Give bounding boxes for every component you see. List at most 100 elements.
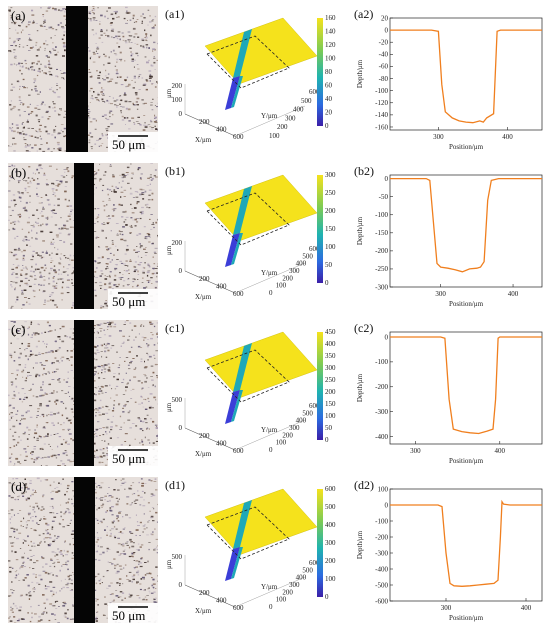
colorbar-tick-label: 80 — [325, 68, 333, 76]
colorbar-tick-label: 500 — [325, 503, 336, 511]
y-tick-label: 300 — [289, 424, 300, 432]
depth-profile-line — [390, 30, 542, 123]
colorbar-tick-label: 100 — [325, 55, 336, 63]
scale-bar-label: 50 μm — [112, 137, 145, 152]
colorbar-tick-label: 0 — [325, 593, 329, 601]
y-tick-label: 0 — [385, 26, 389, 34]
z-tick-label: 500 — [172, 553, 183, 561]
surface-plane — [205, 18, 317, 84]
y-tick-label: 100 — [276, 596, 287, 604]
colorbar — [317, 332, 323, 440]
y-tick-label: -80 — [379, 75, 389, 83]
panel-label: (d) — [11, 479, 26, 494]
z-axis-label: μm — [165, 402, 173, 412]
x-tick-label: 300 — [410, 447, 421, 455]
x-tick-label: 600 — [233, 447, 244, 455]
y-tick-label: -300 — [375, 283, 388, 291]
y-tick-label: 100 — [276, 282, 287, 290]
x-axis-label: X/μm — [195, 293, 212, 301]
x-tick-label: 400 — [216, 597, 227, 605]
z-tick-label: 200 — [172, 239, 183, 247]
y-tick-label: 500 — [302, 409, 313, 417]
colorbar — [317, 489, 323, 597]
colorbar-tick-label: 140 — [325, 28, 336, 36]
y-tick-label: 200 — [282, 431, 293, 439]
x-tick-label: 400 — [216, 440, 227, 448]
colorbar-tick-label: 200 — [325, 388, 336, 396]
surface-plane — [205, 489, 317, 555]
x-tick-label: 200 — [199, 589, 210, 597]
z-tick-label: 0 — [179, 110, 183, 118]
micrograph-panel: 50 μm(d) — [8, 477, 158, 628]
micrograph-panel: 50 μm(a) — [8, 6, 158, 157]
y-axis-label: Depth/μm — [356, 530, 364, 559]
x-tick-label: 200 — [199, 275, 210, 283]
colorbar-tick-label: 20 — [325, 109, 333, 117]
plot-frame — [390, 18, 542, 130]
x-axis-label: Position/μm — [449, 457, 484, 465]
z-tick-label: 0 — [179, 581, 183, 589]
colorbar-tick-label: 400 — [325, 340, 336, 348]
y-tick-label: -400 — [375, 433, 388, 441]
panel-label: (c2) — [354, 321, 373, 335]
z-axis-label: μm — [165, 88, 173, 98]
y-tick-label: 400 — [296, 574, 307, 582]
z-tick-label: 0 — [179, 267, 183, 275]
colorbar-tick-label: 200 — [325, 557, 336, 565]
y-axis-label: Y/μm — [261, 583, 278, 591]
scale-bar-label: 50 μm — [112, 294, 145, 309]
x-tick-label: 200 — [199, 118, 210, 126]
y-tick-label: -60 — [379, 63, 389, 71]
x-tick-label: 300 — [433, 133, 444, 141]
y-tick-label: -100 — [375, 211, 388, 219]
y-tick-label: -600 — [375, 597, 388, 605]
y-tick-label: -500 — [375, 581, 388, 589]
panel-label: (a2) — [354, 7, 373, 21]
y-axis-label: Y/μm — [261, 426, 278, 434]
x-tick-label: 600 — [233, 290, 244, 298]
colorbar-tick-label: 250 — [325, 189, 336, 197]
micrograph-image: 50 μm(d) — [8, 477, 158, 623]
x-tick-label: 400 — [216, 126, 227, 134]
colorbar-tick-label: 400 — [325, 521, 336, 529]
y-tick-label: 0 — [269, 289, 273, 297]
x-axis-label: X/μm — [195, 607, 212, 615]
x-tick-label: 200 — [199, 432, 210, 440]
plot-frame — [390, 489, 542, 601]
y-tick-label: 0 — [385, 333, 389, 341]
y-tick-label: -400 — [375, 565, 388, 573]
y-tick-label: 400 — [293, 106, 304, 114]
x-axis-label: Position/μm — [449, 300, 484, 308]
y-axis-label: Depth/μm — [356, 59, 364, 88]
x-tick-label: 400 — [216, 283, 227, 291]
colorbar-tick-label: 150 — [325, 225, 336, 233]
y-tick-label: 200 — [277, 123, 288, 131]
y-tick-label: 500 — [301, 97, 312, 105]
y-tick-label: 300 — [289, 581, 300, 589]
colorbar-tick-label: 0 — [325, 436, 329, 444]
y-tick-label: -200 — [375, 533, 388, 541]
panel-label: (b) — [11, 165, 26, 180]
groove-slot — [74, 320, 94, 466]
colorbar-tick-label: 250 — [325, 376, 336, 384]
y-tick-label: 0 — [385, 501, 389, 509]
y-tick-label: 300 — [285, 114, 296, 122]
surface-plane — [205, 175, 317, 241]
y-tick-label: -250 — [375, 265, 388, 273]
y-tick-label: -160 — [375, 123, 388, 131]
y-tick-label: -200 — [375, 383, 388, 391]
y-tick-label: 0 — [269, 603, 273, 611]
y-tick-label: 100 — [378, 485, 389, 493]
y-axis-label: Depth/μm — [356, 373, 364, 402]
y-tick-label: -120 — [375, 99, 388, 107]
y-tick-label: 200 — [282, 588, 293, 596]
y-tick-label: -100 — [375, 87, 388, 95]
colorbar-tick-label: 50 — [325, 424, 333, 432]
colorbar-tick-label: 160 — [325, 14, 336, 22]
x-axis-label: Position/μm — [449, 614, 484, 622]
